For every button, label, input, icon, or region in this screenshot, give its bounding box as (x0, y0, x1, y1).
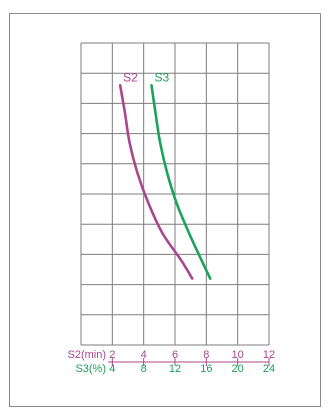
tick-label-s3: 12 (169, 363, 181, 375)
tick-label-s2: 12 (263, 349, 275, 361)
series-group: S2 S3 (118, 70, 212, 280)
series-label-s2: S2 (123, 70, 138, 84)
tick-label-s3: 20 (232, 363, 244, 375)
series-line-s2 (118, 83, 194, 280)
tick-label-s3: 24 (263, 363, 275, 375)
axis-label-s3: S3(%) (75, 363, 106, 375)
tick-label-s3: 8 (141, 363, 147, 375)
tick-label-s2: 4 (141, 349, 147, 361)
tick-label-s3: 4 (109, 363, 115, 375)
tick-label-s2: 6 (172, 349, 178, 361)
axis-label-s2: S2(min) (67, 349, 106, 361)
series-line-s3 (150, 83, 212, 280)
tick-label-s3: 16 (200, 363, 212, 375)
tick-label-s2: 2 (109, 349, 115, 361)
series-label-s3: S3 (155, 70, 170, 84)
tick-label-s2: 8 (203, 349, 209, 361)
tick-label-s2: 10 (232, 349, 244, 361)
grid (80, 42, 270, 346)
